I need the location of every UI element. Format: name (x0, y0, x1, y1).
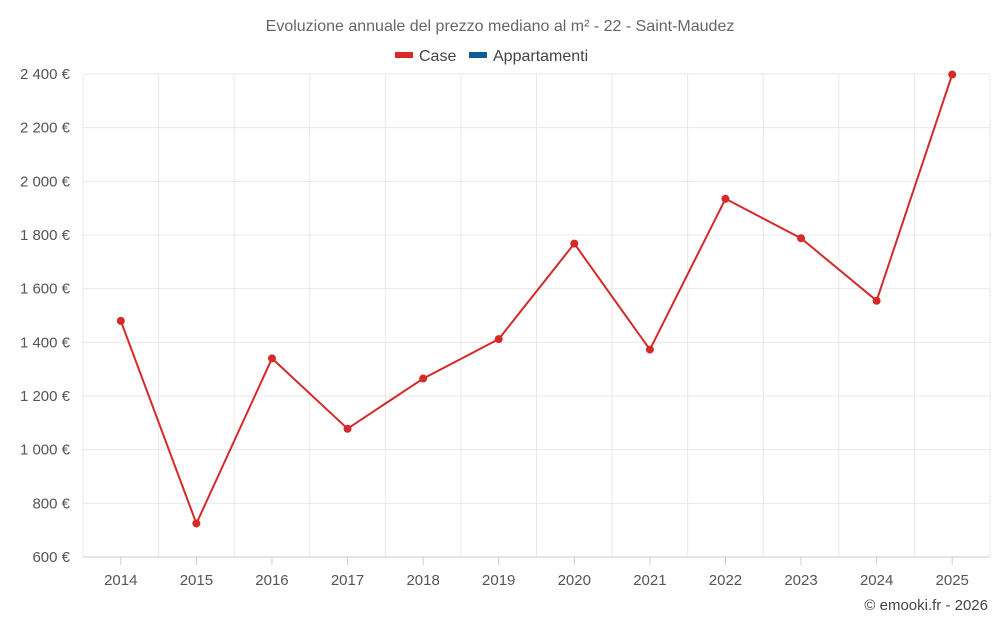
data-point[interactable] (419, 374, 428, 383)
data-point[interactable] (570, 239, 579, 248)
x-tick-label: 2016 (255, 572, 288, 589)
y-tick-label: 2 400 € (20, 66, 71, 83)
series-line (119, 74, 954, 525)
legend-label-appartamenti: Appartamenti (493, 48, 588, 65)
legend-label-case: Case (419, 48, 456, 65)
y-tick-label: 1 200 € (20, 388, 71, 405)
data-point[interactable] (267, 354, 276, 363)
x-tick-label: 2020 (558, 572, 591, 589)
x-tick-label: 2025 (936, 572, 969, 589)
data-point[interactable] (192, 519, 201, 528)
x-tick-label: 2023 (784, 572, 817, 589)
legend-swatch-appartamenti (469, 52, 487, 58)
y-tick-label: 600 € (32, 549, 70, 566)
data-point[interactable] (645, 345, 654, 354)
x-axis: 2014 2015 2016 2017 2018 2019 2020 2021 2022 2023… (83, 556, 990, 589)
data-point[interactable] (948, 70, 957, 79)
chart-title: Evoluzione annuale del prezzo mediano al… (266, 18, 735, 35)
x-tick-label: 2019 (482, 572, 515, 589)
x-tick-label: 2015 (180, 572, 213, 589)
x-tick-label: 2021 (633, 572, 666, 589)
y-tick-label: 1 000 € (20, 442, 71, 459)
data-point[interactable] (872, 296, 881, 305)
data-point[interactable] (116, 316, 125, 325)
legend-item-appartamenti[interactable]: Appartamenti (469, 48, 588, 65)
y-tick-label: 800 € (32, 495, 70, 512)
data-point[interactable] (721, 194, 730, 203)
x-tick-label: 2017 (331, 572, 364, 589)
legend-swatch-case (395, 52, 413, 58)
data-point[interactable] (343, 424, 352, 433)
x-tick-label: 2024 (860, 572, 893, 589)
y-tick-label: 1 400 € (20, 334, 71, 351)
y-tick-label: 2 200 € (20, 120, 71, 137)
y-axis: 600 € 800 € 1 000 € 1 200 € 1 400 € 1 600 € 1 … (20, 66, 71, 566)
credit-text: © emooki.fr - 2026 (864, 597, 988, 614)
x-tick-label: 2018 (406, 572, 439, 589)
data-point[interactable] (797, 234, 806, 243)
y-tick-label: 1 600 € (20, 281, 71, 298)
x-tick-label: 2022 (709, 572, 742, 589)
grid (82, 73, 991, 557)
legend-item-case[interactable]: Case (395, 48, 456, 65)
data-point[interactable] (494, 335, 503, 344)
x-tick-label: 2014 (104, 572, 137, 589)
y-tick-label: 1 800 € (20, 227, 71, 244)
series-case (116, 70, 957, 528)
legend: Case Appartamenti (395, 48, 588, 65)
y-tick-label: 2 000 € (20, 173, 71, 190)
